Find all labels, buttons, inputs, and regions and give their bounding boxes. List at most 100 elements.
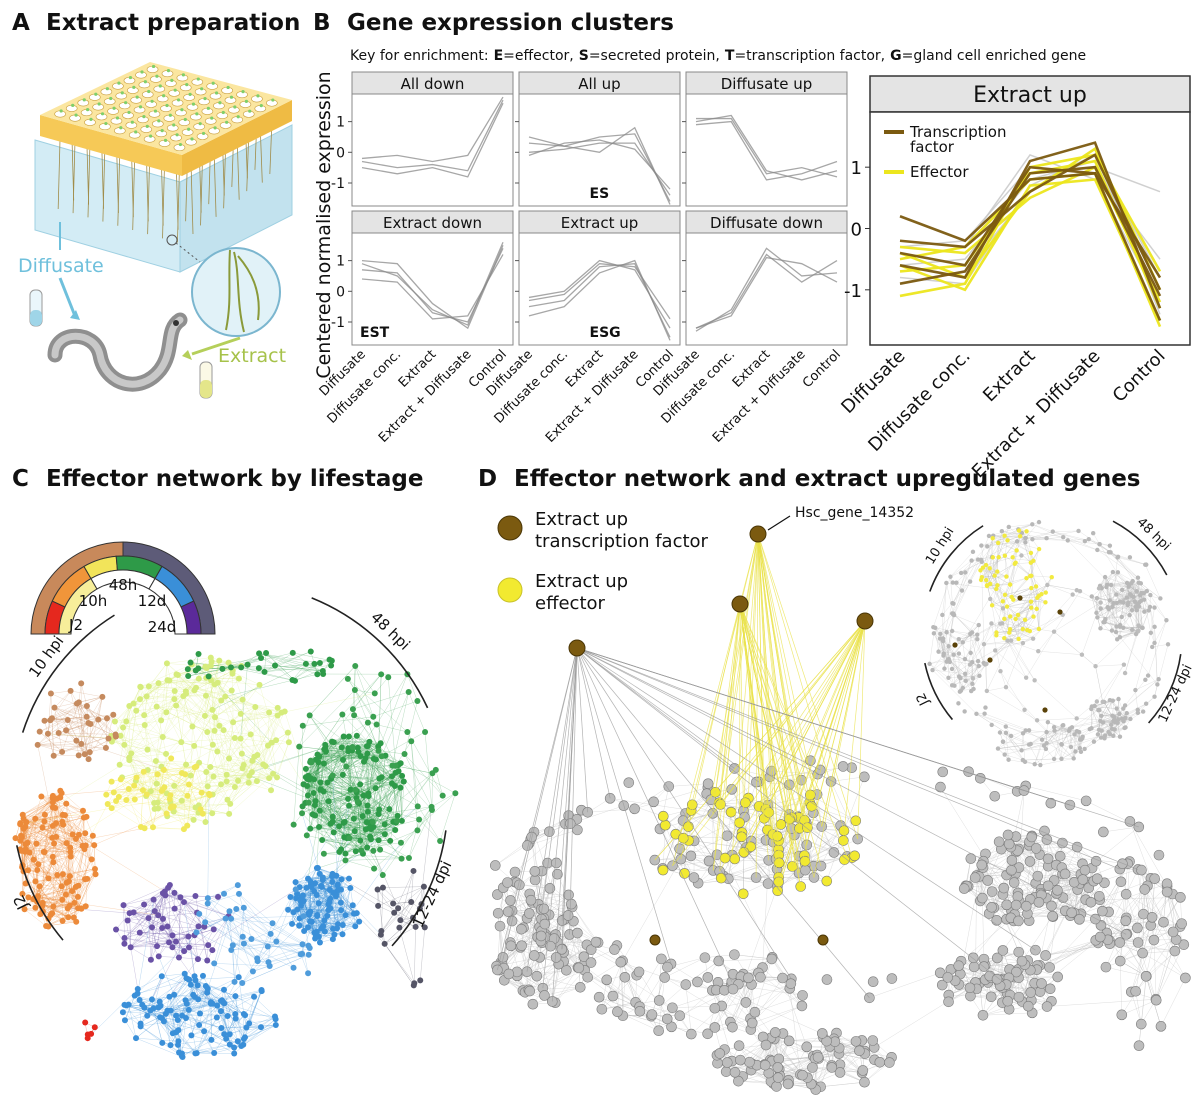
network-node: [121, 741, 128, 748]
network-node: [88, 856, 95, 863]
seedling: [213, 126, 217, 130]
network-edge: [356, 755, 386, 799]
network-edge: [225, 696, 270, 713]
network-node: [50, 903, 57, 910]
network-node: [326, 886, 333, 893]
network-node: [59, 871, 66, 878]
network-node: [338, 907, 345, 914]
network-node: [218, 1024, 225, 1031]
network-node: [231, 1050, 238, 1057]
panel-letter: C: [12, 466, 29, 492]
network-node: [240, 940, 247, 947]
seedling: [151, 64, 156, 69]
network-node: [258, 1024, 265, 1031]
expression-line: [361, 96, 504, 163]
network-edge: [307, 795, 333, 817]
network-node: [183, 761, 190, 768]
seedling: [218, 101, 222, 105]
network-node: [123, 796, 130, 803]
network-node: [211, 727, 218, 734]
network-node: [207, 1000, 214, 1007]
y-tick-label: 1: [336, 254, 345, 270]
network-node: [185, 781, 192, 788]
network-node: [298, 902, 305, 909]
network-node: [249, 968, 256, 975]
network-edge: [348, 805, 402, 822]
network-node: [221, 890, 228, 897]
network-node: [202, 663, 209, 670]
network-edge: [313, 792, 345, 823]
network-edge: [309, 779, 361, 785]
network-node: [63, 800, 70, 807]
network-node: [311, 776, 318, 783]
chart-strip: [869, 75, 1191, 113]
network-node: [220, 727, 227, 734]
network-node: [235, 974, 242, 981]
network-node: [378, 753, 385, 760]
network-node: [296, 743, 303, 750]
network-node: [199, 972, 206, 979]
enrichment-annotation: ES: [590, 186, 610, 202]
x-tick-label: Extract: [979, 346, 1039, 406]
network-node: [50, 859, 57, 866]
network-node: [147, 956, 154, 963]
expression-line: [695, 120, 838, 181]
network-node: [78, 740, 85, 747]
root: [269, 123, 273, 175]
panel-letter: B: [313, 10, 331, 36]
root: [72, 138, 76, 214]
network-node: [211, 1050, 218, 1057]
network-node: [338, 876, 345, 883]
network-node: [229, 942, 236, 949]
network-node: [195, 923, 202, 930]
network-node: [120, 902, 127, 909]
network-node: [191, 687, 198, 694]
network-node: [195, 996, 202, 1003]
network-node: [349, 902, 356, 909]
seedling: [105, 87, 109, 91]
network-node: [364, 719, 371, 726]
network-edge: [381, 777, 404, 782]
network-edge: [668, 783, 709, 787]
seedling: [181, 73, 185, 77]
network-node: [62, 891, 69, 898]
network-node: [397, 839, 404, 846]
network-node: [226, 908, 233, 915]
y-tick-label: 1: [336, 115, 345, 131]
network-node: [414, 827, 421, 834]
network-edge: [227, 780, 258, 801]
network-edge: [343, 822, 368, 848]
network-edge: [379, 778, 397, 823]
seedling: [135, 95, 139, 99]
network-edge: [366, 745, 401, 788]
network-node: [154, 771, 161, 778]
network-node: [264, 943, 271, 950]
seedling: [221, 110, 225, 115]
seedling: [172, 123, 176, 127]
network-node: [116, 761, 123, 768]
network-edge: [314, 804, 367, 823]
network-node: [338, 846, 345, 853]
network-node: [131, 782, 138, 789]
legend-label: Transcription factor: [909, 123, 1011, 156]
y-tick-label: 0: [336, 145, 345, 161]
network-node: [207, 654, 214, 661]
seedling: [132, 85, 136, 89]
network-edge: [399, 927, 415, 984]
network-edge: [317, 754, 357, 792]
root: [117, 150, 121, 226]
network-node: [177, 894, 184, 901]
network-node: [353, 732, 360, 739]
network-node: [184, 792, 191, 799]
network-node: [78, 680, 85, 687]
seedling: [170, 78, 174, 83]
network-node: [194, 982, 201, 989]
network-edge: [348, 748, 361, 785]
stage-arc-label: 48 hpi: [367, 608, 413, 654]
network-node: [314, 865, 321, 872]
y-tick-label: -1: [331, 315, 345, 331]
lifestage-label: 10h: [79, 592, 108, 610]
root: [147, 159, 151, 235]
network-edge: [328, 748, 349, 802]
